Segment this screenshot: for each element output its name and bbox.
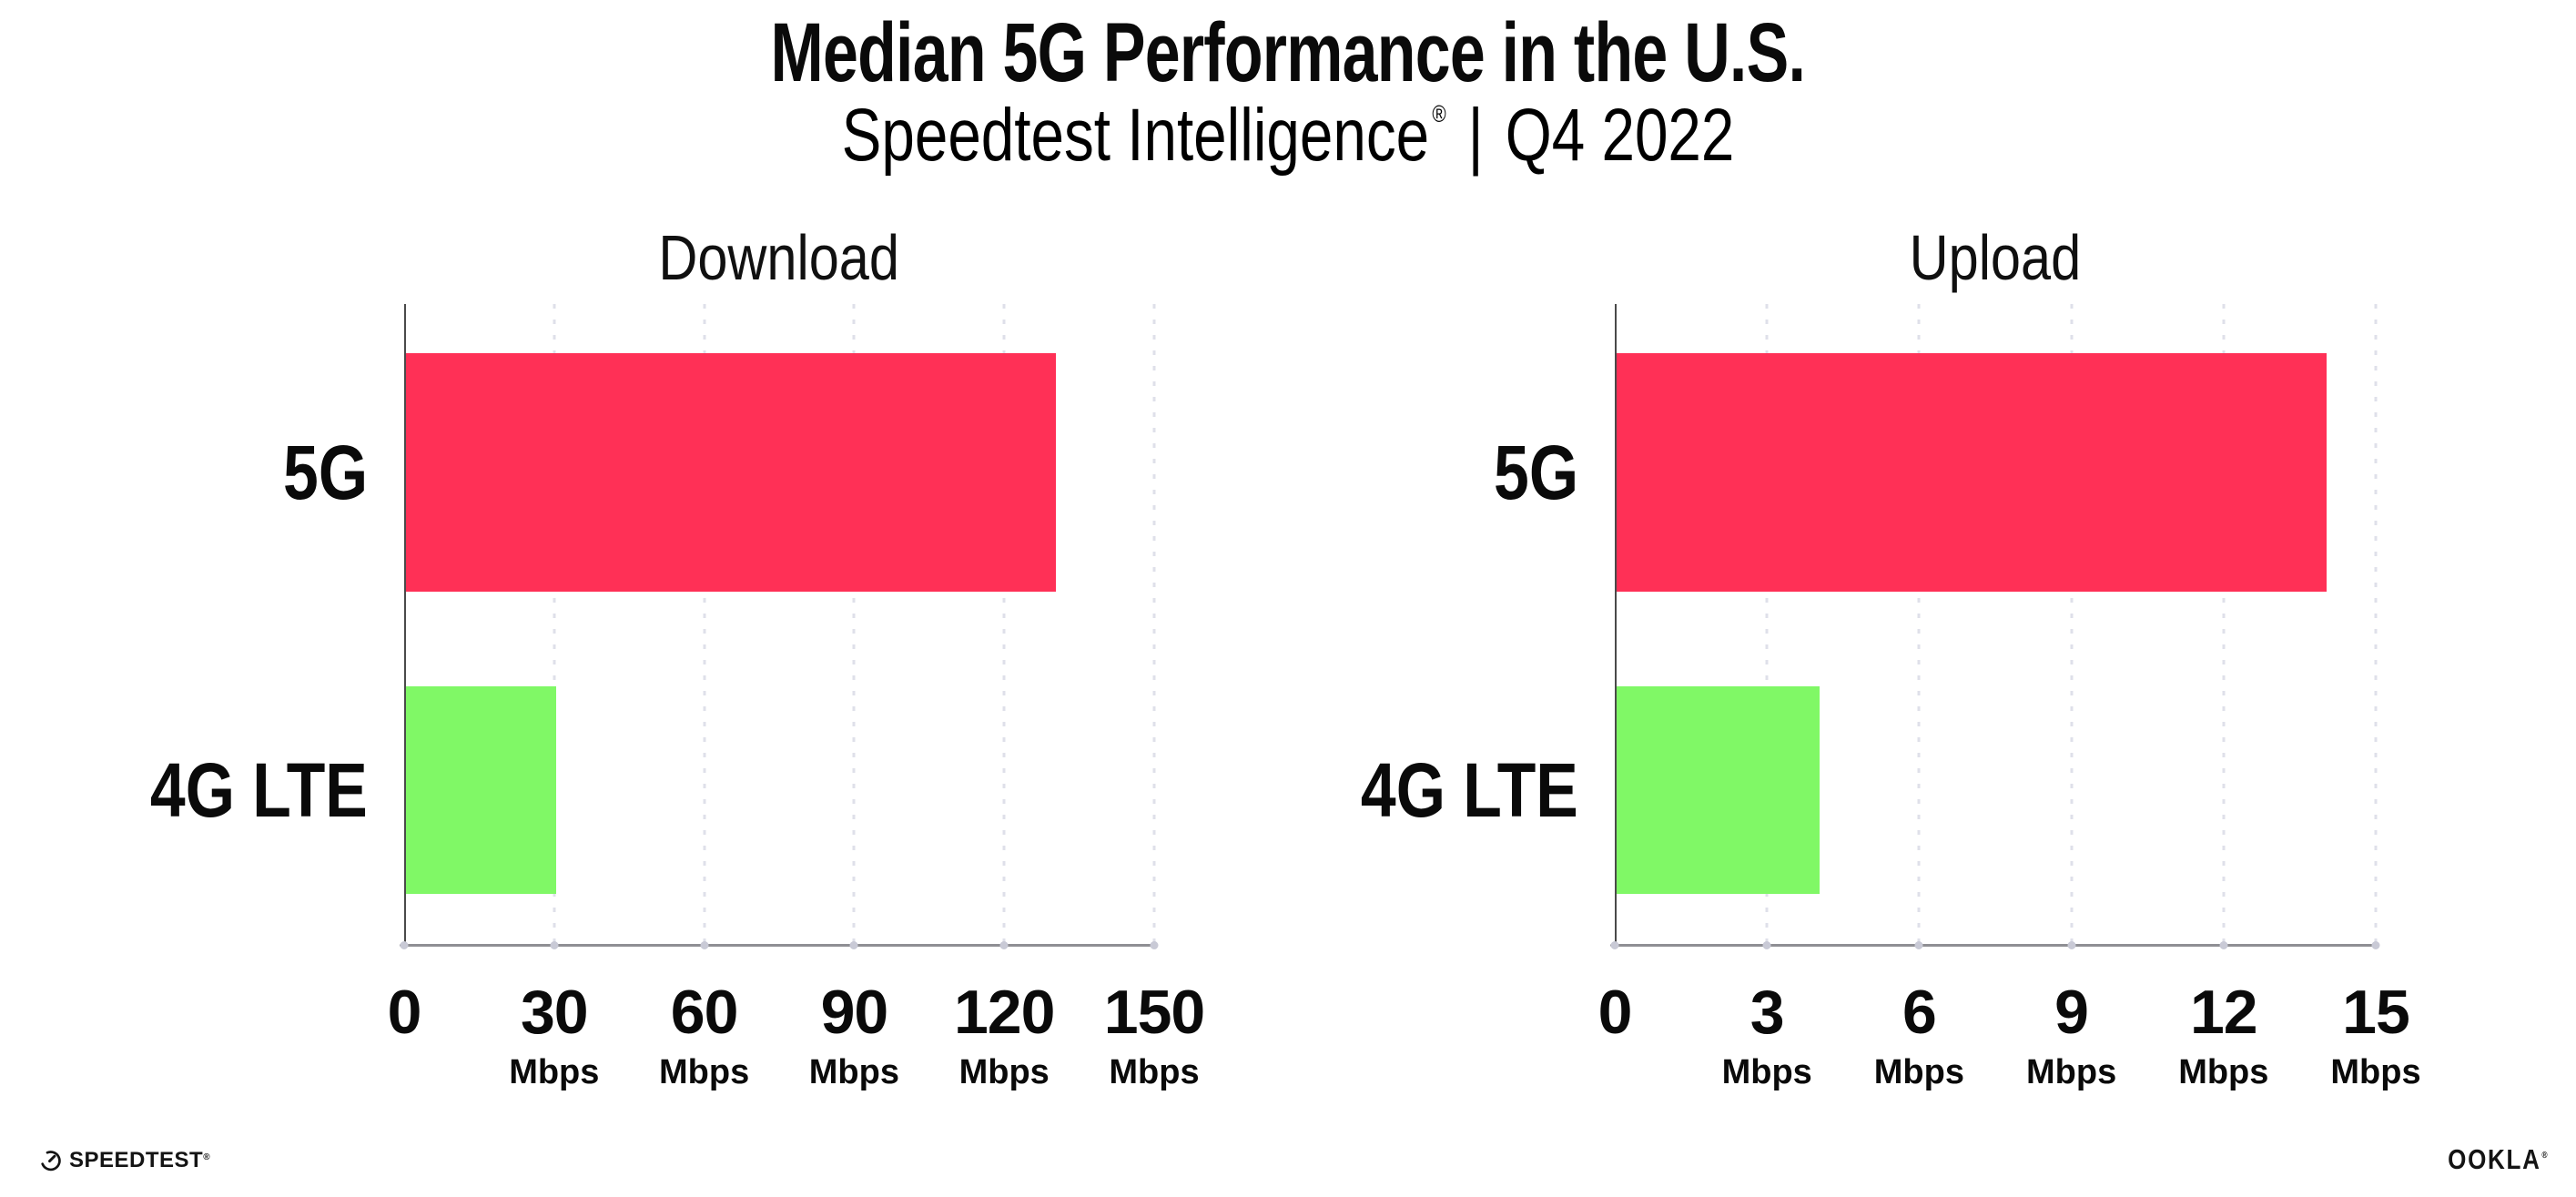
speedtest-registered-mark: ® xyxy=(203,1151,211,1162)
download-chart-title-row: Download xyxy=(404,226,1154,289)
gridline-12 xyxy=(2222,304,2226,944)
ookla-registered-mark: ® xyxy=(2541,1151,2549,1161)
x-tick-unit: Mbps xyxy=(808,1053,899,1091)
speedtest-wordmark: SPEEDTEST xyxy=(69,1147,204,1172)
gridline-3 xyxy=(1765,304,1769,944)
x-tick-unit: Mbps xyxy=(1873,1053,1964,1091)
axis-tick-dot-3 xyxy=(1762,941,1771,949)
x-tick-value: 60 xyxy=(670,978,739,1047)
x-tick-value: 0 xyxy=(387,978,422,1047)
x-tick-0: 0 xyxy=(1597,978,1633,1047)
gridline-6 xyxy=(1917,304,1921,944)
x-tick-0: 0 xyxy=(387,978,422,1047)
x-tick-120: 120 Mbps xyxy=(953,978,1055,1091)
chart-title: Upload xyxy=(1909,222,2082,293)
subtitle-row: Speedtest Intelligence ® | Q4 2022 xyxy=(0,98,2576,173)
title-row: Median 5G Performance in the U.S. xyxy=(0,11,2576,95)
x-tick-150: 150 Mbps xyxy=(1103,978,1205,1091)
y-axis-line xyxy=(404,304,406,947)
x-tick-unit: Mbps xyxy=(509,1053,600,1091)
plot-area xyxy=(1610,304,2380,949)
axis-tick-dot-60 xyxy=(700,941,709,949)
axis-tick-dot-9 xyxy=(2067,941,2076,949)
category-label-4g-lte: 4G LTE xyxy=(1361,747,1578,833)
x-tick-6: 6 Mbps xyxy=(1874,981,1964,1090)
axis-tick-dot-0 xyxy=(400,941,409,949)
category-labels: 5G 4G LTE xyxy=(1187,304,1578,947)
x-tick-30: 30 Mbps xyxy=(509,981,599,1090)
gridline-9 xyxy=(2070,304,2074,944)
category-label-5g: 5G xyxy=(1493,430,1578,515)
x-tick-unit: Mbps xyxy=(1721,1053,1812,1091)
bar-4g-lte xyxy=(1617,686,1820,894)
registered-trademark-mark: ® xyxy=(1432,100,1446,127)
subtitle-period: Q4 2022 xyxy=(1505,94,1735,177)
x-tick-unit: Mbps xyxy=(658,1053,750,1091)
ookla-logo: OOKLA® xyxy=(2448,1143,2549,1176)
x-tick-unit: Mbps xyxy=(2178,1053,2269,1091)
x-tick-unit: Mbps xyxy=(2330,1053,2421,1091)
axis-tick-dot-6 xyxy=(1914,941,1923,949)
ookla-wordmark: OOKLA xyxy=(2447,1143,2541,1175)
category-label-5g: 5G xyxy=(282,430,368,515)
gridline-30 xyxy=(553,304,556,944)
x-tick-value: 12 xyxy=(2189,978,2258,1047)
gridline-120 xyxy=(1002,304,1006,944)
y-axis-line xyxy=(1615,304,1617,947)
x-axis-line xyxy=(400,944,1157,947)
x-tick-15: 15 Mbps xyxy=(2330,981,2420,1090)
x-tick-60: 60 Mbps xyxy=(659,981,749,1090)
x-axis-line xyxy=(1610,944,2378,947)
x-tick-12: 12 Mbps xyxy=(2178,981,2268,1090)
page-subtitle: Speedtest Intelligence ® | Q4 2022 xyxy=(842,98,1735,173)
axis-tick-dot-12 xyxy=(2219,941,2228,949)
x-tick-value: 6 xyxy=(1902,978,1937,1047)
x-tick-unit: Mbps xyxy=(1109,1053,1200,1091)
chart-title: Download xyxy=(658,222,900,293)
gridline-150 xyxy=(1152,304,1156,944)
gridline-60 xyxy=(703,304,706,944)
speedtest-logo: SPEEDTEST® xyxy=(38,1149,210,1172)
x-tick-value: 30 xyxy=(520,978,589,1047)
x-axis-labels: 0 30 Mbps 60 Mbps 90 Mbps 120 Mbps 150 Mbps xyxy=(388,978,1206,1118)
upload-chart-title-row: Upload xyxy=(1615,226,2376,289)
axis-tick-dot-120 xyxy=(999,941,1009,949)
axis-tick-dot-30 xyxy=(550,941,559,949)
category-labels: 5G 4G LTE xyxy=(0,304,368,947)
subtitle-separator: | xyxy=(1467,94,1484,177)
x-tick-90: 90 Mbps xyxy=(809,981,899,1090)
gridline-15 xyxy=(2374,304,2378,944)
gridline-90 xyxy=(852,304,856,944)
x-tick-unit: Mbps xyxy=(2025,1053,2117,1091)
x-tick-value: 3 xyxy=(1749,978,1785,1047)
x-tick-value: 150 xyxy=(1103,978,1205,1047)
x-tick-value: 120 xyxy=(953,978,1055,1047)
x-tick-unit: Mbps xyxy=(958,1053,1050,1091)
x-axis-labels: 0 3 Mbps 6 Mbps 9 Mbps 12 Mbps 15 Mbps xyxy=(1598,981,2421,1118)
x-tick-value: 9 xyxy=(2054,978,2089,1047)
x-tick-value: 90 xyxy=(820,978,889,1047)
axis-tick-dot-15 xyxy=(2371,941,2380,949)
x-tick-9: 9 Mbps xyxy=(2026,981,2116,1090)
x-tick-value: 15 xyxy=(2342,978,2410,1047)
plot-area xyxy=(400,304,1159,949)
bar-4g-lte xyxy=(406,686,556,894)
axis-tick-dot-0 xyxy=(1610,941,1619,949)
speedtest-gauge-icon xyxy=(41,1151,61,1172)
speedtest-logo-text: SPEEDTEST® xyxy=(69,1147,211,1172)
bar-5g xyxy=(406,353,1057,592)
subtitle-brand: Speedtest Intelligence xyxy=(841,94,1430,177)
x-tick-3: 3 Mbps xyxy=(1722,981,1812,1090)
category-label-4g-lte: 4G LTE xyxy=(150,747,368,833)
axis-tick-dot-90 xyxy=(849,941,858,949)
bar-5g xyxy=(1617,353,2328,592)
x-tick-value: 0 xyxy=(1597,978,1633,1047)
page-title: Median 5G Performance in the U.S. xyxy=(770,6,1806,99)
axis-tick-dot-150 xyxy=(1150,941,1159,949)
